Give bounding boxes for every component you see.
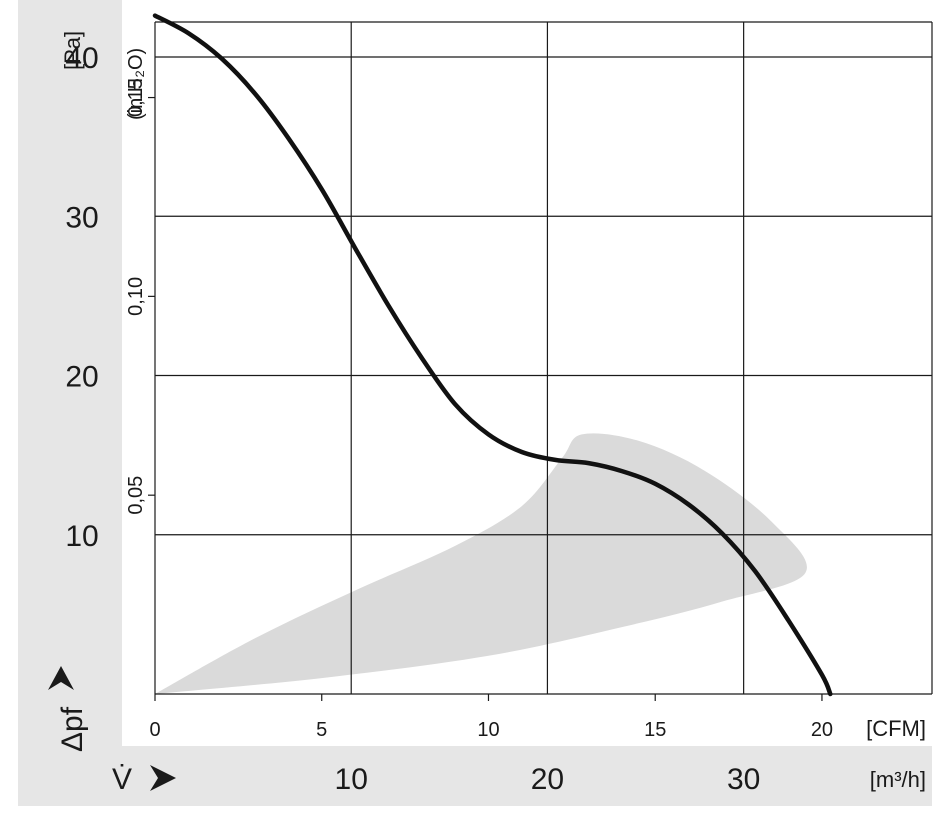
grid-lines: [154, 21, 933, 695]
x-tick-label-cfm: 0: [149, 719, 160, 741]
y-tick-label-pa: 10: [65, 520, 98, 553]
x-axis-symbol: V̇: [112, 763, 132, 796]
x-axis-m3h-unit-label: [m³/h]: [870, 767, 926, 792]
pressure-flow-curve: [152, 13, 833, 697]
y-axis-pa-unit-label: [Pa]: [60, 31, 85, 70]
y-tick-label-inh2o: 0,10: [125, 277, 147, 316]
y-tick-label-pa: 40: [65, 42, 98, 75]
x-axis-arrow-icon: [150, 765, 176, 791]
x-tick-label-cfm: 10: [477, 719, 499, 741]
x-tick-label-cfm: 5: [316, 719, 327, 741]
y-axis-arrow-icon: [48, 666, 74, 690]
y-tick-label-inh2o: 0,15: [125, 78, 147, 117]
x-tick-label-cfm: 20: [811, 719, 833, 741]
operating-region: [155, 433, 807, 694]
y-tick-label-pa: 20: [65, 361, 98, 394]
y-tick-label-pa: 30: [65, 201, 98, 234]
y-axis-inh2o-unit-label: (in H₂O): [125, 48, 147, 120]
x-tick-label-m3h: 20: [531, 763, 564, 796]
x-tick-label-cfm: 15: [644, 719, 666, 741]
x-tick-label-m3h: 30: [727, 763, 760, 796]
x-axis-cfm-unit-label: [CFM]: [866, 716, 926, 741]
bottom-axis-band: [18, 746, 932, 806]
left-axis-band: [18, 0, 122, 806]
x-tick-label-m3h: 10: [335, 763, 368, 796]
y-axis-symbol: Δpf: [56, 706, 89, 752]
tick-marks: [148, 96, 823, 701]
y-tick-label-inh2o: 0,05: [125, 476, 147, 515]
